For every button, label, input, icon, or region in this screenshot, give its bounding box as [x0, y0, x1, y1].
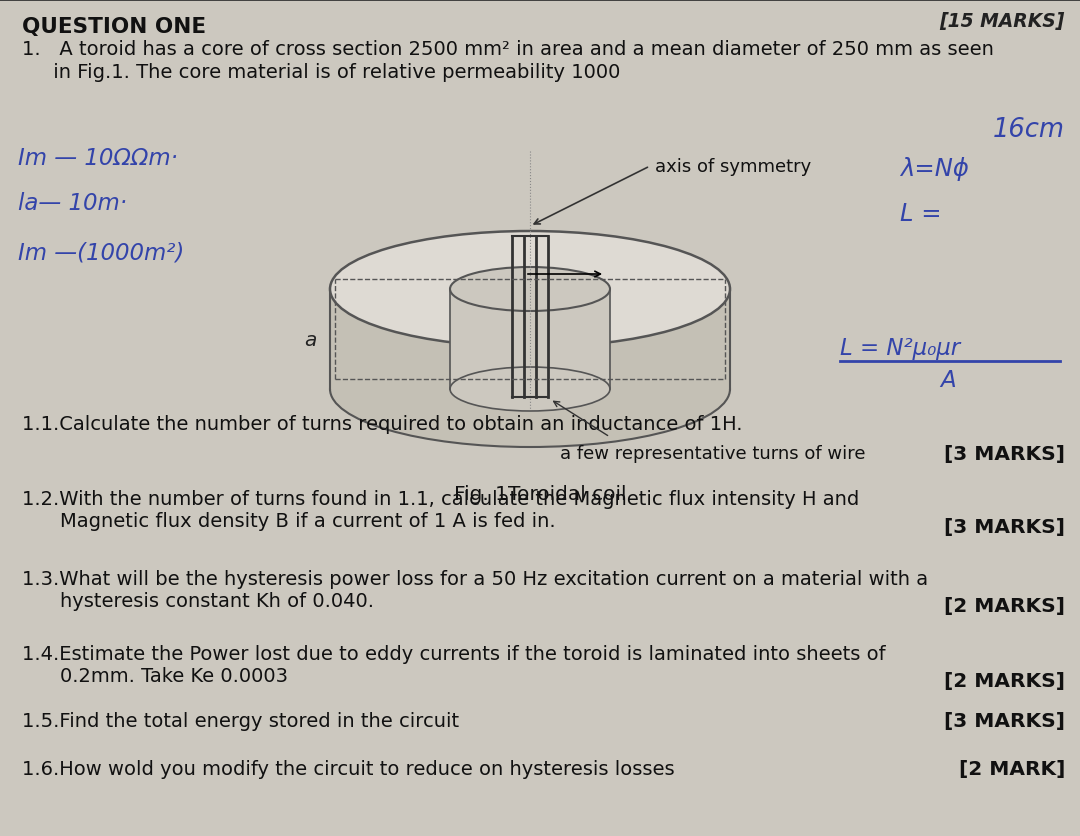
- Text: 1.5.Find the total energy stored in the circuit: 1.5.Find the total energy stored in the …: [22, 711, 459, 730]
- Text: [3 MARKS]: [3 MARKS]: [944, 445, 1065, 463]
- Ellipse shape: [450, 368, 610, 411]
- Text: [2 MARK]: [2 MARK]: [959, 759, 1065, 778]
- Bar: [450, 289, 610, 390]
- Text: 0.2mm. Take Ke 0.0003: 0.2mm. Take Ke 0.0003: [60, 666, 288, 686]
- Text: Im —(1000m²): Im —(1000m²): [18, 242, 185, 265]
- Text: [2 MARKS]: [2 MARKS]: [944, 671, 1065, 691]
- Ellipse shape: [450, 268, 610, 312]
- Text: a: a: [305, 330, 318, 349]
- Text: L = N²μ₀μr: L = N²μ₀μr: [840, 337, 960, 359]
- Text: a: a: [379, 264, 391, 283]
- Text: axis of symmetry: axis of symmetry: [654, 158, 811, 176]
- Text: 1.2.With the number of turns found in 1.1, calculate the Magnetic flux intensity: 1.2.With the number of turns found in 1.…: [22, 489, 860, 508]
- Text: in Fig.1. The core material is of relative permeability 1000: in Fig.1. The core material is of relati…: [22, 63, 620, 82]
- Text: [2 MARKS]: [2 MARKS]: [944, 596, 1065, 615]
- Text: la— 10m·: la— 10m·: [18, 191, 127, 215]
- Text: Im — 10ΩΩm·: Im — 10ΩΩm·: [18, 147, 178, 170]
- Bar: [330, 289, 730, 390]
- Text: 1.3.What will be the hysteresis power loss for a 50 Hz excitation current on a m: 1.3.What will be the hysteresis power lo…: [22, 569, 928, 589]
- Text: [3 MARKS]: [3 MARKS]: [944, 517, 1065, 537]
- Text: 1.1.Calculate the number of turns required to obtain an inductance of 1H.: 1.1.Calculate the number of turns requir…: [22, 415, 743, 434]
- Text: Magnetic flux density B if a current of 1 A is fed in.: Magnetic flux density B if a current of …: [60, 512, 555, 530]
- Text: [15 MARKS]: [15 MARKS]: [940, 12, 1065, 31]
- Text: A: A: [940, 369, 956, 391]
- Text: a few representative turns of wire: a few representative turns of wire: [561, 445, 865, 462]
- Text: 16cm: 16cm: [993, 117, 1065, 143]
- Text: QUESTION ONE: QUESTION ONE: [22, 17, 206, 37]
- Ellipse shape: [330, 232, 730, 348]
- Text: Fig. 1Toroidal coil: Fig. 1Toroidal coil: [454, 484, 626, 503]
- Text: 1.   A toroid has a core of cross section 2500 mm² in area and a mean diameter o: 1. A toroid has a core of cross section …: [22, 40, 994, 59]
- Text: L =: L =: [900, 201, 942, 226]
- Text: b: b: [535, 252, 548, 271]
- Text: hysteresis constant Kh of 0.040.: hysteresis constant Kh of 0.040.: [60, 591, 374, 610]
- Text: λ=Nϕ: λ=Nϕ: [900, 157, 969, 181]
- Text: 1.6.How wold you modify the circuit to reduce on hysteresis losses: 1.6.How wold you modify the circuit to r…: [22, 759, 675, 778]
- Text: 1.4.Estimate the Power lost due to eddy currents if the toroid is laminated into: 1.4.Estimate the Power lost due to eddy …: [22, 645, 886, 663]
- Text: [3 MARKS]: [3 MARKS]: [944, 711, 1065, 730]
- Ellipse shape: [330, 332, 730, 447]
